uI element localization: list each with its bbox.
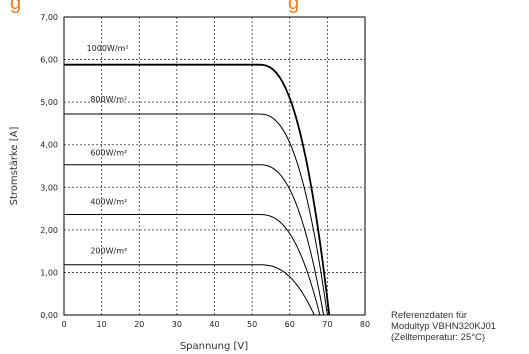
x-axis-ticks: 0 10 20 30 40 50 60 70 80 — [61, 320, 370, 329]
y-tick-label: 2,00 — [40, 226, 58, 235]
series-curve — [64, 214, 321, 316]
series-labels: 1000W/m² 800W/m² 600W/m² 400W/m² 200W/m² — [87, 44, 129, 255]
x-tick-label: 50 — [247, 320, 257, 329]
reference-note-line1: Referenzdaten für — [391, 310, 468, 321]
y-tick-label: 5,00 — [40, 98, 58, 107]
x-tick-label: 70 — [322, 320, 332, 329]
title-fragment-left: g — [10, 0, 21, 14]
x-tick-label: 30 — [172, 320, 182, 329]
series-label: 400W/m² — [90, 197, 127, 206]
series-curve — [64, 113, 328, 316]
plot-frame — [63, 16, 366, 316]
grid — [64, 17, 365, 315]
x-tick-label: 80 — [360, 320, 370, 329]
reference-note: Referenzdaten für Modultyp VBHN320KJ01 (… — [391, 310, 529, 343]
y-axis-title: Stromstärke [A] — [9, 127, 20, 206]
series-label: 1000W/m² — [87, 44, 129, 53]
series-label: 800W/m² — [90, 95, 127, 104]
y-axis-ticks: 0,00 1,00 2,00 3,00 4,00 5,00 6,00 7,00 — [40, 13, 58, 320]
series-curve — [64, 63, 331, 316]
reference-note-line2: Modultyp VBHN320KJ01 — [391, 321, 497, 332]
y-tick-label: 0,00 — [40, 311, 58, 320]
x-tick-label: 60 — [285, 320, 295, 329]
y-tick-label: 4,00 — [40, 141, 58, 150]
y-tick-label: 7,00 — [40, 13, 58, 22]
series-curve — [64, 164, 325, 316]
y-tick-label: 6,00 — [40, 56, 58, 65]
series-label: 200W/m² — [90, 246, 127, 255]
y-tick-label: 1,00 — [40, 268, 58, 277]
series-curve — [64, 264, 315, 316]
x-axis-title: Spannung [V] — [180, 341, 248, 352]
y-tick-label: 3,00 — [40, 183, 58, 192]
series-label: 600W/m² — [90, 148, 127, 157]
title-fragment-right: g — [288, 0, 299, 14]
series-curves — [64, 63, 331, 316]
x-tick-label: 20 — [134, 320, 144, 329]
reference-note-line3: (Zelltemperatur: 25°C) — [391, 332, 486, 343]
x-tick-label: 0 — [61, 320, 66, 329]
x-tick-label: 10 — [97, 320, 107, 329]
x-tick-label: 40 — [209, 320, 219, 329]
